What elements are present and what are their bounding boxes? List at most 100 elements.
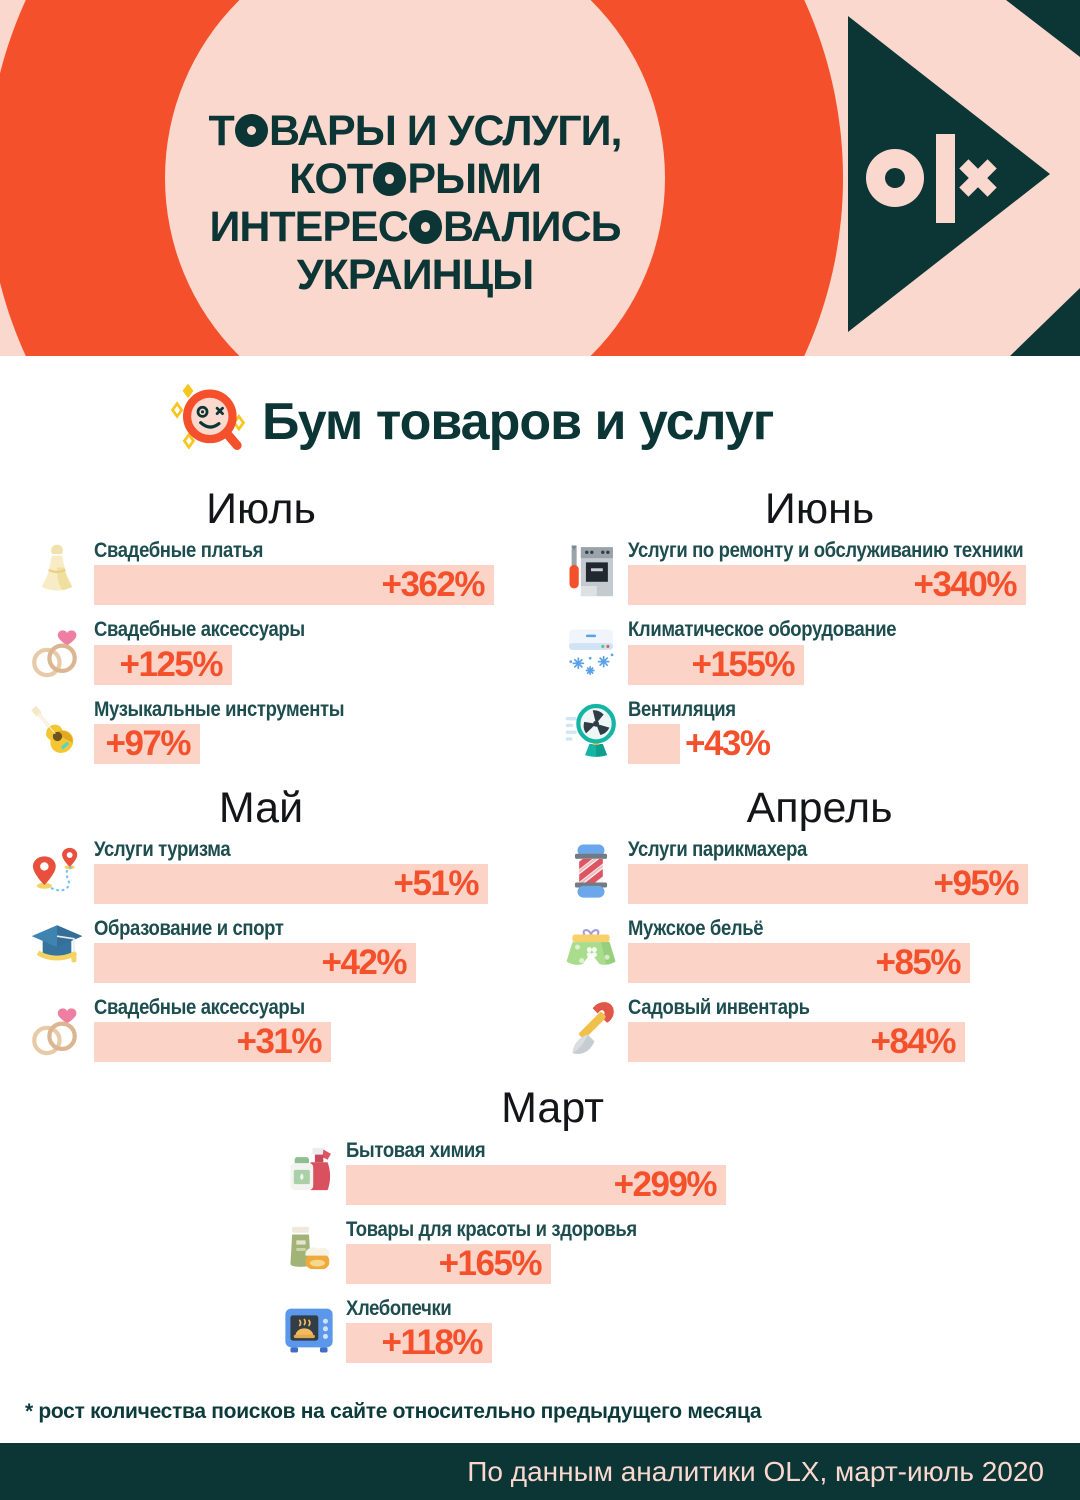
stylized-o-disc — [408, 210, 443, 244]
olx-logo-graphic — [848, 0, 1080, 356]
graduation-cap-icon — [28, 920, 86, 981]
chart-row: Товары для красоты и здоровья +165% — [280, 1217, 825, 1285]
wedding-rings-icon — [28, 621, 86, 682]
growth-value: +125% — [119, 644, 224, 684]
growth-bar: +155% — [628, 644, 804, 685]
growth-bar: +165% — [346, 1244, 552, 1285]
item-label: Свадебные платья — [94, 539, 264, 563]
cosmetics-icon — [280, 1220, 338, 1281]
chart-row: Музыкальные инструменты +97% — [28, 698, 494, 764]
growth-bar: +97% — [94, 723, 200, 764]
chart-row: Образование и спорт +42% — [28, 917, 494, 984]
growth-bar: +85% — [628, 943, 970, 984]
travel-pins-icon — [28, 841, 86, 902]
chart-row: Садовый инвентарь +84% — [562, 996, 1077, 1063]
section-title-row: Бум товаров и услуг — [168, 380, 1080, 464]
growth-value: +51% — [393, 864, 480, 904]
chart-row: Хлебопечки +118% — [280, 1297, 825, 1364]
hero-title: Т ВАРЫ И УСЛУГИ, КОТ РЫМИ ИНТЕРЕС ВАЛИСЬ УКРАИ… — [208, 106, 623, 300]
month-section-may: Май Услуги туризма + — [28, 777, 494, 1076]
growth-value: +43% — [685, 723, 771, 763]
item-label: Климатическое оборудование — [628, 618, 897, 642]
item-label: Хлебопечки — [346, 1297, 452, 1321]
chart-row: Бытовая химия +299% — [280, 1139, 825, 1205]
growth-value: +97% — [105, 723, 192, 763]
growth-bar: +51% — [94, 864, 488, 905]
chart-row: Услуги парикмахера +95% — [562, 838, 1077, 905]
growth-value: +340% — [913, 565, 1018, 605]
magnifier-smiley-icon — [168, 378, 248, 467]
growth-value: +84% — [870, 1022, 957, 1062]
item-label: Свадебные аксессуары — [94, 618, 305, 642]
growth-value: +42% — [321, 943, 408, 983]
chart-row: Свадебные платья +362% — [28, 539, 494, 606]
barber-pole-icon — [562, 841, 620, 902]
month-section-april: Апрель — [562, 777, 1077, 1076]
item-label: Свадебные аксессуары — [94, 996, 305, 1020]
item-label: Товары для красоты и здоровья — [346, 1217, 637, 1241]
fan-icon — [562, 700, 620, 761]
stylized-o-disc — [234, 113, 269, 148]
growth-bar: +118% — [346, 1323, 493, 1364]
stylized-o-disc — [372, 162, 407, 196]
chart-row: Свадебные аксессуары +31% — [28, 996, 494, 1063]
shorts-icon — [562, 920, 620, 981]
source-text: По данным аналитики OLX, март-июль 2020 — [467, 1456, 1044, 1487]
item-label: Услуги по ремонту и обслуживанию техники — [628, 539, 1024, 563]
month-title: Июль — [206, 485, 316, 533]
month-title: Май — [218, 783, 304, 832]
growth-value: +118% — [381, 1323, 484, 1363]
growth-bar: +42% — [94, 943, 416, 984]
growth-value: +155% — [691, 644, 796, 684]
item-label: Услуги туризма — [94, 838, 231, 862]
month-title: Март — [501, 1084, 604, 1133]
hero-left-panel: Т ВАРЫ И УСЛУГИ, КОТ РЫМИ ИНТЕРЕС ВАЛИСЬ УКРАИ… — [0, 0, 848, 356]
item-label: Услуги парикмахера — [628, 838, 807, 862]
growth-bar: +43% — [628, 723, 771, 764]
bread-maker-icon — [280, 1300, 338, 1361]
chart-row: Мужское бельё +85% — [562, 917, 1077, 984]
page-title: Бум товаров и услуг — [262, 393, 774, 451]
growth-bar: +31% — [94, 1022, 331, 1063]
growth-bar: +125% — [94, 644, 232, 685]
month-title: Апрель — [746, 783, 893, 832]
item-label: Садовый инвентарь — [628, 996, 810, 1020]
source-bar: По данным аналитики OLX, март-июль 2020 — [0, 1443, 1080, 1500]
shovel-icon — [562, 999, 620, 1060]
growth-value: +95% — [933, 864, 1020, 904]
olx-logo — [848, 0, 1080, 356]
growth-bar: +95% — [628, 864, 1028, 905]
growth-bar: +340% — [628, 565, 1026, 606]
growth-value: +299% — [613, 1164, 718, 1204]
cleaning-supplies-icon — [280, 1141, 338, 1202]
item-label: Бытовая химия — [346, 1138, 486, 1162]
growth-value: +165% — [438, 1244, 543, 1284]
month-title: Июнь — [764, 485, 875, 533]
growth-value: +85% — [875, 943, 962, 983]
months-grid: Июль Свадебные платья +362% — [0, 478, 1080, 1376]
wedding-dress-icon — [28, 542, 86, 603]
month-section-july: Июль Свадебные платья +362% — [28, 478, 494, 777]
growth-value: +31% — [236, 1022, 323, 1062]
growth-bar: +84% — [628, 1022, 965, 1063]
month-section-june: Июнь — [562, 478, 1077, 777]
chart-row: Вентиляция +43% — [562, 698, 1077, 764]
item-label: Музыкальные инструменты — [94, 697, 345, 721]
chart-row: Климатическое оборудование +155% — [562, 618, 1077, 685]
chart-row: Услуги по ремонту и обслуживанию техники… — [562, 539, 1077, 606]
item-label: Вентиляция — [628, 697, 736, 721]
wedding-rings-icon — [28, 999, 86, 1060]
hero-banner: Т ВАРЫ И УСЛУГИ, КОТ РЫМИ ИНТЕРЕС ВАЛИСЬ УКРАИ… — [0, 0, 1080, 356]
chart-row: Свадебные аксессуары +125% — [28, 618, 494, 685]
inner-circle-shape — [165, 0, 665, 356]
growth-bar: +299% — [346, 1164, 727, 1205]
item-label: Мужское бельё — [628, 917, 764, 941]
month-section-march: Март Бытовая химия — [280, 1077, 825, 1376]
growth-bar: +362% — [94, 565, 494, 606]
footnote: * рост количества поисков на сайте относ… — [25, 1400, 762, 1424]
appliance-repair-icon — [562, 542, 620, 603]
air-conditioner-icon — [562, 621, 620, 682]
growth-value: +362% — [381, 565, 486, 605]
item-label: Образование и спорт — [94, 917, 284, 941]
